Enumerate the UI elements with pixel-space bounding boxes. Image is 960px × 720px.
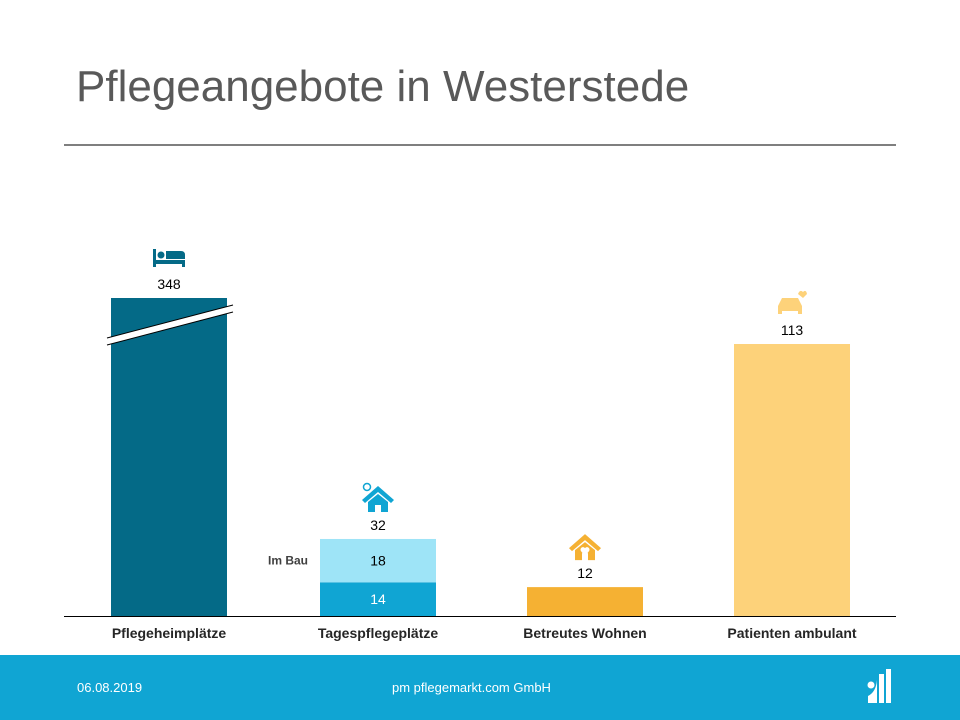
bed-part — [157, 251, 165, 259]
bed-part — [153, 249, 156, 267]
category-label: Pflegeheimplätze — [112, 625, 227, 641]
bed-icon — [153, 249, 185, 267]
house-body — [368, 493, 388, 512]
axis-break-line — [106, 304, 234, 339]
im-bau-label: Im Bau — [268, 554, 308, 568]
total-label: 32 — [370, 517, 386, 533]
category-label: Patienten ambulant — [727, 625, 856, 641]
footer-bar — [0, 655, 960, 720]
heart — [580, 547, 590, 557]
roof — [362, 485, 394, 503]
total-label: 348 — [157, 276, 181, 292]
category-label: Betreutes Wohnen — [523, 625, 646, 641]
bar-segment — [527, 587, 643, 616]
bar-segment — [320, 582, 436, 616]
bar-chart: 14 18 Im Bau 348 32 12 113 Pflegeheimplätze Tage… — [64, 249, 896, 641]
title-divider — [64, 144, 896, 146]
bed-part — [156, 251, 185, 267]
car-body — [778, 298, 802, 315]
bar-segment — [734, 344, 850, 616]
total-label: 113 — [781, 322, 804, 338]
footer-date: 06.08.2019 — [77, 680, 143, 695]
page-title: Pflegeangebote in Westerstede — [76, 62, 690, 111]
segment-label: 14 — [370, 591, 386, 607]
category-label: Tagespflegeplätze — [318, 625, 439, 641]
total-label: 12 — [577, 565, 593, 581]
bar-segment — [320, 538, 436, 583]
roof — [569, 534, 601, 552]
axis-break-line — [106, 311, 234, 346]
car-care-icon — [778, 290, 807, 315]
segment-label: 18 — [370, 553, 386, 569]
axis-break — [107, 305, 233, 345]
heart — [798, 290, 807, 299]
sun — [362, 482, 372, 492]
house-heart-icon — [569, 534, 601, 561]
bar-segment — [111, 298, 227, 616]
footer-company: pm pflegemarkt.com GmbH — [392, 680, 551, 695]
company-logo-icon — [867, 669, 891, 703]
house-sun-icon — [362, 482, 394, 512]
